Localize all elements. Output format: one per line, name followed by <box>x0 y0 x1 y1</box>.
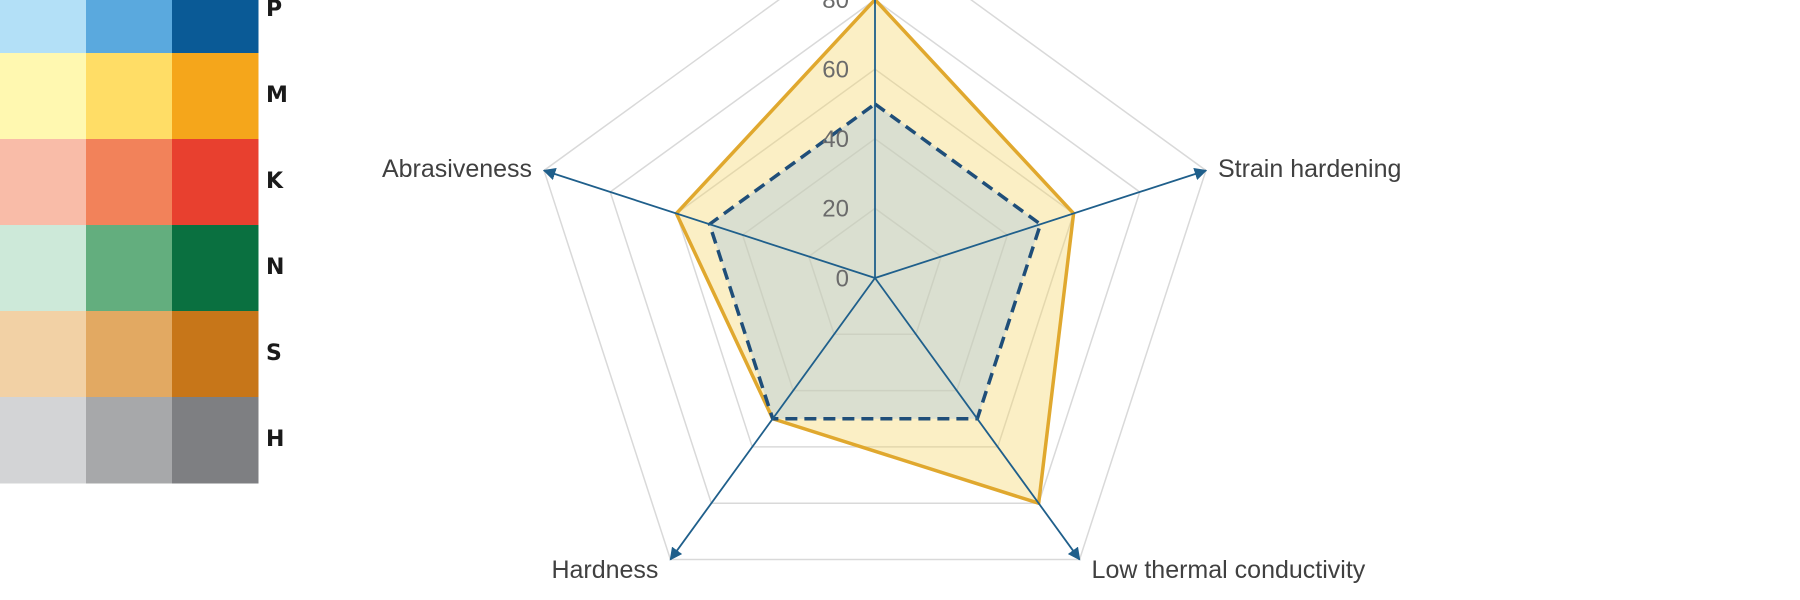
legend-swatch <box>86 397 173 484</box>
legend-swatch <box>86 311 173 398</box>
legend-swatch <box>172 225 259 312</box>
legend-swatch <box>172 0 259 54</box>
legend-swatch <box>86 53 173 140</box>
r-tick-label: 40 <box>822 126 849 153</box>
grid <box>543 0 1207 561</box>
legend-label: K <box>266 169 284 194</box>
legend-label: P <box>266 0 282 22</box>
legend-swatch <box>86 139 173 226</box>
legend-label: N <box>266 255 284 280</box>
category-label: Hardness <box>551 556 658 584</box>
legend-swatch <box>172 53 259 140</box>
grid-line <box>609 0 1141 504</box>
grid-line <box>807 207 943 336</box>
r-tick-label: 80 <box>822 0 849 14</box>
legend-swatch <box>172 311 259 398</box>
legend-swatch <box>86 225 173 312</box>
axis-line <box>874 277 1081 561</box>
r-tick-label: 60 <box>822 57 849 84</box>
legend-label: H <box>266 427 284 452</box>
labels: 0 20 40 60 80 Strain hardening Low thermal con… <box>382 0 1401 584</box>
legend-swatch <box>172 139 259 226</box>
grid-line <box>741 137 1009 392</box>
legend-swatch <box>0 311 87 398</box>
group-legend: P M K N S H <box>0 0 288 484</box>
legend-swatch <box>0 225 87 312</box>
grid-line <box>543 0 1207 561</box>
category-label: Abrasiveness <box>382 155 532 183</box>
legend-label: S <box>266 341 282 366</box>
legend-swatch <box>86 0 173 54</box>
legend-swatch <box>0 53 87 140</box>
axis-line <box>542 167 876 279</box>
r-tick-label: 0 <box>836 265 849 292</box>
legend-swatch <box>0 139 87 226</box>
legend-label: M <box>266 83 288 108</box>
legend-swatch <box>172 397 259 484</box>
axes <box>542 0 1208 561</box>
category-label: Low thermal conductivity <box>1092 556 1366 584</box>
legend-swatch <box>0 0 87 54</box>
axis-line <box>874 167 1208 279</box>
series-line <box>674 0 1076 505</box>
axis-line <box>669 277 876 561</box>
category-label: Strain hardening <box>1218 155 1401 183</box>
legend-swatch <box>0 397 87 484</box>
r-tick-label: 20 <box>822 196 849 223</box>
grid-line <box>675 68 1075 448</box>
